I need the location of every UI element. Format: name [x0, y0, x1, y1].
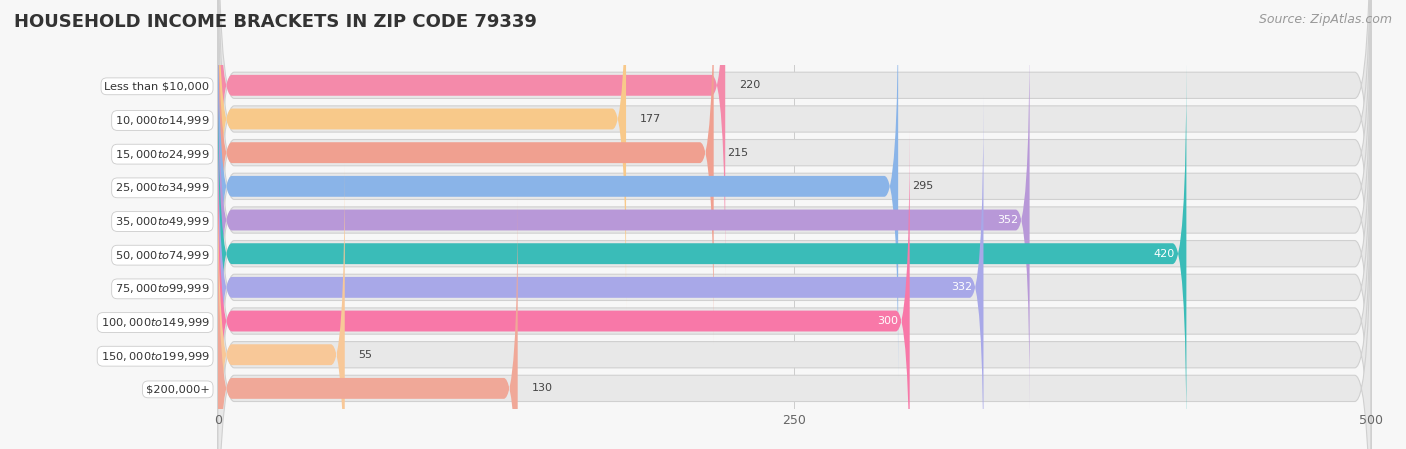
Text: 220: 220 — [740, 80, 761, 90]
FancyBboxPatch shape — [218, 96, 983, 449]
FancyBboxPatch shape — [218, 0, 1371, 375]
FancyBboxPatch shape — [218, 31, 1371, 449]
FancyBboxPatch shape — [218, 0, 725, 277]
FancyBboxPatch shape — [218, 98, 1371, 449]
FancyBboxPatch shape — [218, 62, 1187, 445]
FancyBboxPatch shape — [218, 0, 1371, 443]
FancyBboxPatch shape — [218, 0, 898, 378]
Text: 177: 177 — [640, 114, 661, 124]
FancyBboxPatch shape — [218, 132, 1371, 449]
FancyBboxPatch shape — [218, 129, 910, 449]
Text: 215: 215 — [727, 148, 748, 158]
FancyBboxPatch shape — [218, 166, 1371, 449]
Text: 55: 55 — [359, 350, 373, 360]
Text: 295: 295 — [912, 181, 934, 191]
FancyBboxPatch shape — [218, 28, 1029, 412]
Text: Source: ZipAtlas.com: Source: ZipAtlas.com — [1258, 13, 1392, 26]
Text: 130: 130 — [531, 383, 553, 393]
FancyBboxPatch shape — [218, 163, 344, 449]
FancyBboxPatch shape — [218, 65, 1371, 449]
Text: 420: 420 — [1153, 249, 1175, 259]
FancyBboxPatch shape — [218, 0, 626, 311]
FancyBboxPatch shape — [218, 0, 1371, 342]
FancyBboxPatch shape — [218, 0, 1371, 308]
FancyBboxPatch shape — [218, 197, 517, 449]
Text: 352: 352 — [997, 215, 1018, 225]
FancyBboxPatch shape — [218, 0, 714, 344]
Text: 300: 300 — [877, 316, 898, 326]
Text: 332: 332 — [950, 282, 972, 292]
FancyBboxPatch shape — [218, 0, 1371, 409]
Text: HOUSEHOLD INCOME BRACKETS IN ZIP CODE 79339: HOUSEHOLD INCOME BRACKETS IN ZIP CODE 79… — [14, 13, 537, 31]
